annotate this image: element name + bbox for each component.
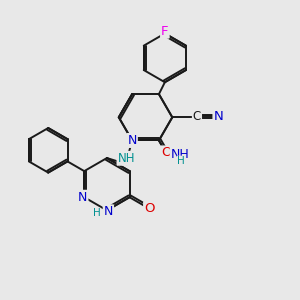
Text: N: N xyxy=(214,110,223,123)
Text: H: H xyxy=(177,156,185,166)
Text: N: N xyxy=(128,134,137,147)
Text: C: C xyxy=(193,110,201,123)
Text: NH: NH xyxy=(118,152,135,165)
Text: F: F xyxy=(161,25,169,38)
Text: N: N xyxy=(104,205,113,218)
Text: O: O xyxy=(144,202,154,215)
Text: NH: NH xyxy=(171,148,189,160)
Text: O: O xyxy=(161,146,171,160)
Text: H: H xyxy=(93,208,101,218)
Text: N: N xyxy=(78,191,88,204)
